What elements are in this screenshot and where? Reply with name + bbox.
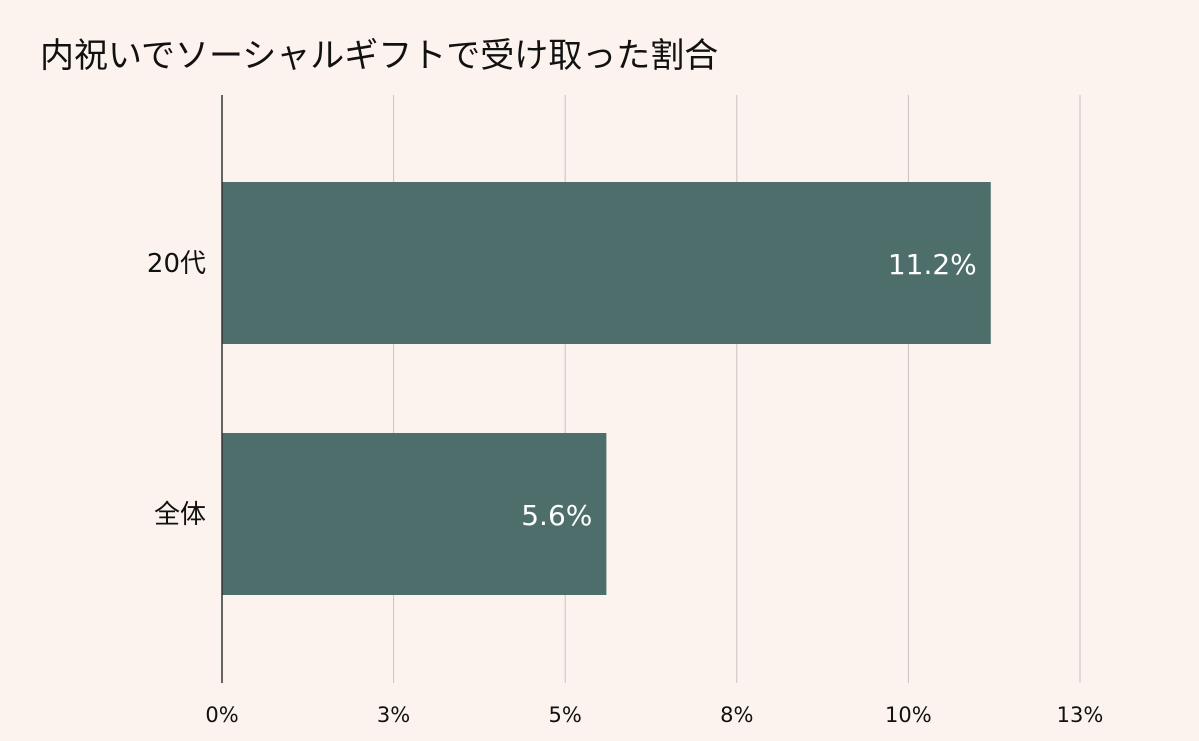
x-tick-label: 10%: [885, 703, 932, 727]
data-label: 5.6%: [521, 499, 592, 532]
category-label: 20代: [147, 249, 206, 279]
x-tick-label: 0%: [205, 703, 238, 727]
x-tick-label: 8%: [720, 703, 753, 727]
category-label: 全体: [154, 500, 206, 530]
chart-title: 内祝いでソーシャルギフトで受け取った割合: [40, 36, 719, 76]
x-tick-label: 13%: [1057, 703, 1104, 727]
bar: [222, 182, 991, 344]
x-tick-label: 3%: [377, 703, 410, 727]
data-label: 11.2%: [888, 248, 977, 281]
bar: [222, 433, 607, 595]
x-tick-label: 5%: [549, 703, 582, 727]
